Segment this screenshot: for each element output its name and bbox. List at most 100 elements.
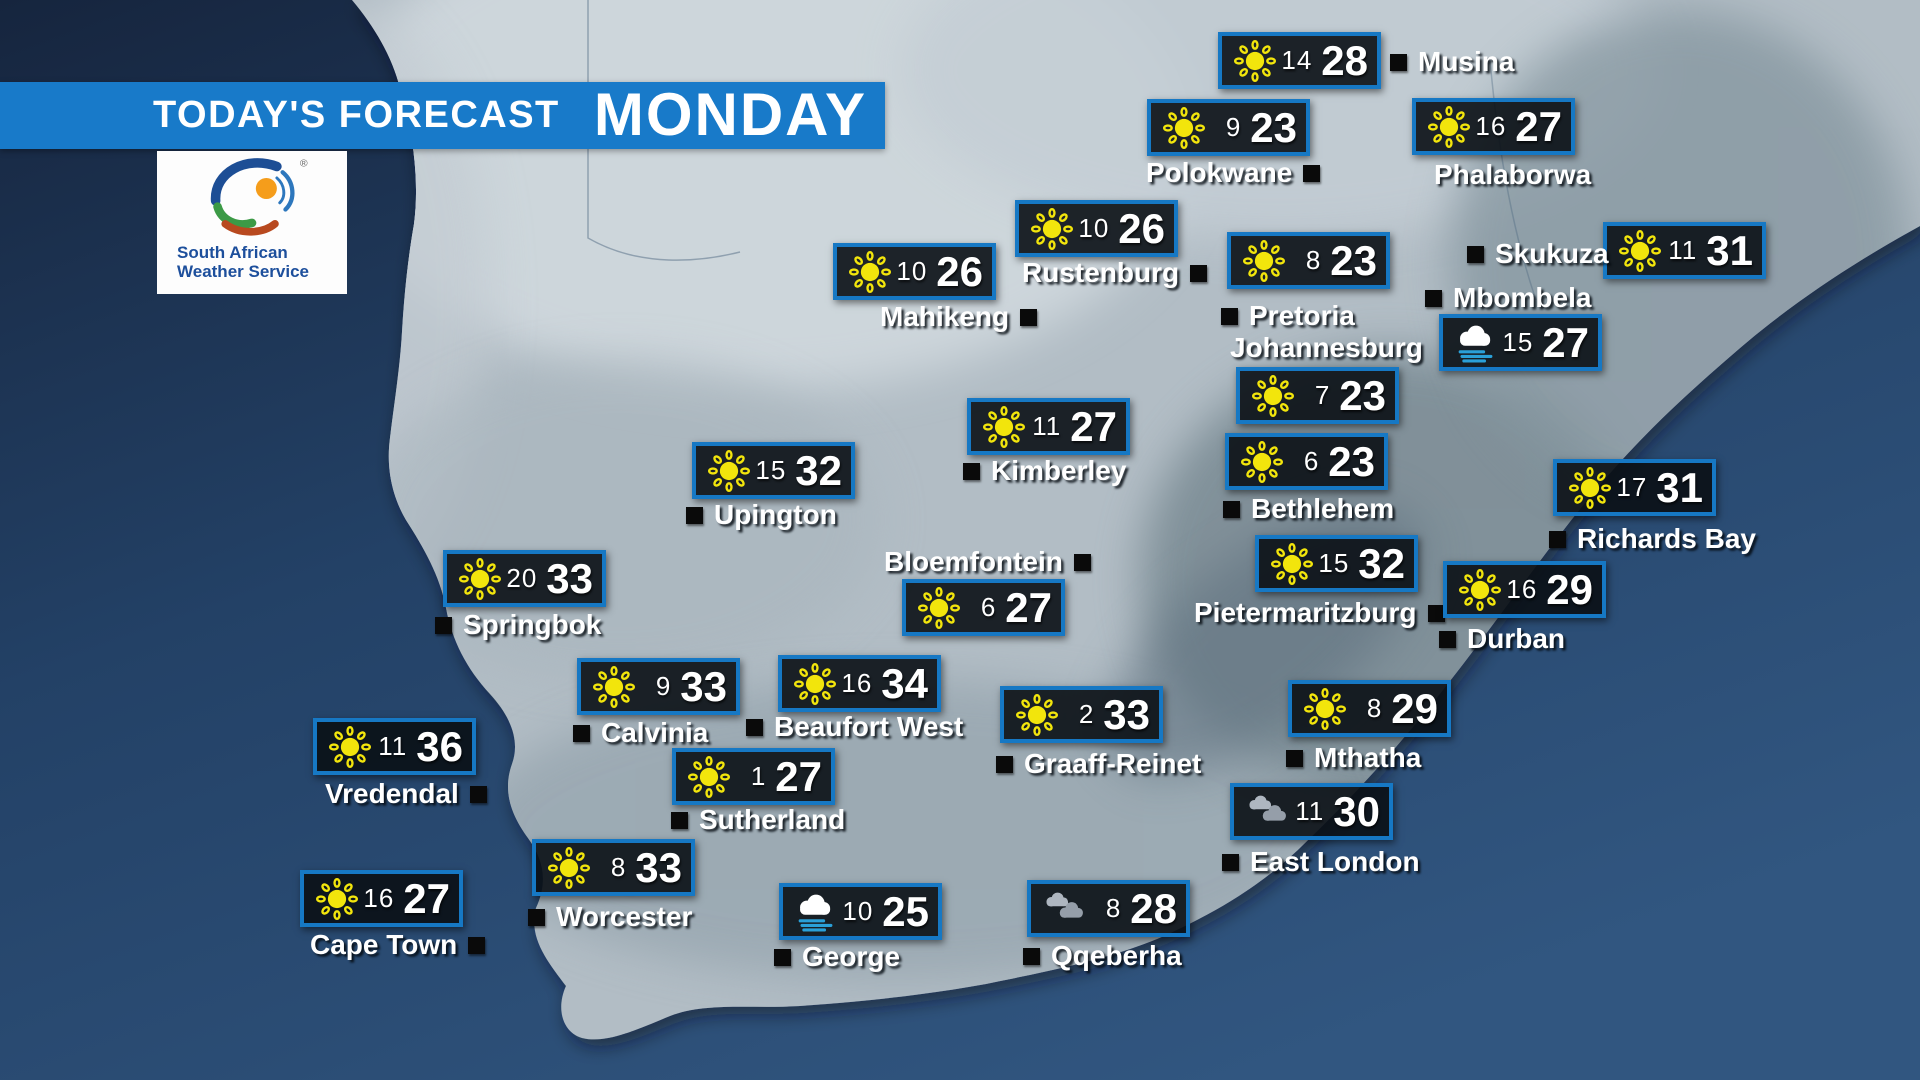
- saws-logo-icon: ®: [210, 157, 308, 236]
- weather-box-cape-town: 16 27: [300, 870, 463, 927]
- max-temp: 27: [1005, 583, 1052, 631]
- location-marker: [686, 506, 703, 524]
- weather-box-richards-bay: 17 31: [1553, 459, 1716, 516]
- city-label-pietermaritzburg: Pietermaritzburg: [1194, 597, 1445, 629]
- max-temp: 25: [882, 887, 929, 935]
- weather-box-upington: 15 32: [692, 442, 855, 499]
- min-temp: 8: [1366, 693, 1383, 723]
- city-label-bethlehem: Bethlehem: [1223, 493, 1394, 525]
- location-marker: [1390, 53, 1407, 71]
- city-name: Sutherland: [699, 804, 846, 835]
- min-temp: 15: [755, 455, 787, 485]
- city-name: Bloemfontein: [884, 546, 1063, 577]
- city-name: East London: [1250, 846, 1420, 877]
- min-temp: 11: [1668, 235, 1698, 265]
- min-temp: 6: [980, 592, 997, 622]
- location-marker: [1020, 308, 1038, 326]
- cloudy-icon: [1249, 795, 1286, 821]
- sunny-icon: [1252, 374, 1294, 417]
- min-temp: 16: [841, 668, 873, 698]
- max-temp: 23: [1339, 371, 1386, 419]
- weather-box-sutherland: 1 27: [672, 748, 835, 805]
- sunny-icon: [849, 250, 891, 293]
- sunny-icon: [794, 662, 836, 705]
- location-marker: [435, 616, 452, 634]
- weather-box-pietermaritzburg: 15 32: [1255, 535, 1418, 592]
- sunny-icon: [1304, 687, 1346, 730]
- location-marker: [963, 462, 980, 480]
- weather-box-mbombela: 15 27: [1439, 314, 1602, 371]
- weather-box-pretoria: 8 23: [1227, 232, 1390, 289]
- weather-box-musina: 14 28: [1218, 32, 1381, 89]
- city-label-qqeberha: Qqeberha: [1023, 940, 1182, 972]
- max-temp: 33: [546, 554, 593, 602]
- registered-mark: ®: [300, 157, 308, 169]
- sunny-icon: [1031, 207, 1073, 250]
- saws-logo-text-line1: South African: [177, 243, 288, 262]
- location-marker: [1303, 164, 1321, 182]
- min-temp: 8: [1305, 245, 1322, 275]
- min-temp: 16: [1475, 111, 1507, 141]
- day-title: MONDAY: [593, 80, 867, 148]
- location-marker: [996, 755, 1013, 773]
- city-label-beaufort-west: Beaufort West: [746, 711, 963, 743]
- city-name: Johannesburg: [1230, 332, 1423, 363]
- weather-box-mthatha: 8 29: [1288, 680, 1451, 737]
- city-label-rustenburg: Rustenburg: [1022, 257, 1208, 289]
- min-temp: 15: [1318, 548, 1350, 578]
- city-label-durban: Durban: [1439, 623, 1565, 655]
- city-label-mahikeng: Mahikeng: [880, 301, 1038, 333]
- max-temp: 26: [1118, 204, 1165, 252]
- max-temp: 29: [1546, 565, 1593, 613]
- sunny-icon: [708, 449, 750, 492]
- max-temp: 23: [1328, 437, 1375, 485]
- city-name: Mthatha: [1314, 742, 1422, 773]
- city-label-bloemfontein: Bloemfontein: [884, 546, 1091, 578]
- cloudy-icon: [1046, 892, 1083, 918]
- location-marker: [746, 718, 763, 736]
- city-name: Pietermaritzburg: [1194, 597, 1417, 628]
- city-label-upington: Upington: [686, 499, 837, 531]
- sunny-icon: [1619, 229, 1661, 272]
- min-temp: 20: [506, 563, 538, 593]
- max-temp: 30: [1333, 787, 1380, 835]
- min-temp: 16: [363, 883, 395, 913]
- weather-box-george: 10 25: [779, 883, 942, 940]
- location-marker: [1439, 630, 1456, 648]
- weather-box-skukuza: 11 31: [1603, 222, 1766, 279]
- city-label-skukuza: Skukuza: [1467, 238, 1609, 270]
- weather-box-worcester: 8 33: [532, 839, 695, 896]
- header-bar: TODAY'S FORECAST MONDAY: [0, 80, 885, 149]
- city-label-polokwane: Polokwane: [1146, 157, 1321, 189]
- sunny-icon: [1016, 693, 1058, 736]
- max-temp: 36: [416, 722, 463, 770]
- max-temp: 33: [1103, 690, 1150, 738]
- location-marker: [1073, 553, 1091, 571]
- city-name: Springbok: [463, 609, 602, 640]
- location-marker: [1222, 853, 1239, 871]
- weather-box-mahikeng: 10 26: [833, 243, 996, 300]
- city-name: Vredendal: [325, 778, 459, 809]
- max-temp: 23: [1250, 103, 1297, 151]
- sunny-icon: [983, 405, 1025, 448]
- min-temp: 6: [1303, 446, 1320, 476]
- saws-logo: ® South African Weather Service: [157, 151, 347, 294]
- sunny-icon: [459, 557, 501, 600]
- sunny-icon: [1243, 239, 1285, 282]
- min-temp: 17: [1616, 472, 1648, 502]
- city-name: Qqeberha: [1051, 940, 1182, 971]
- weather-box-polokwane: 9 23: [1147, 99, 1310, 156]
- location-marker: [1427, 604, 1445, 622]
- city-label-mbombela: Mbombela: [1425, 282, 1591, 314]
- location-marker: [528, 908, 545, 926]
- min-temp: 11: [378, 731, 408, 761]
- city-name: Musina: [1418, 46, 1515, 77]
- max-temp: 27: [775, 752, 822, 800]
- weather-box-bethlehem: 6 23: [1225, 433, 1388, 490]
- min-temp: 15: [1502, 327, 1534, 357]
- city-name: Upington: [714, 499, 837, 530]
- min-temp: 1: [750, 761, 767, 791]
- city-label-george: George: [774, 941, 900, 973]
- city-label-johannesburg: Johannesburg: [1230, 332, 1423, 364]
